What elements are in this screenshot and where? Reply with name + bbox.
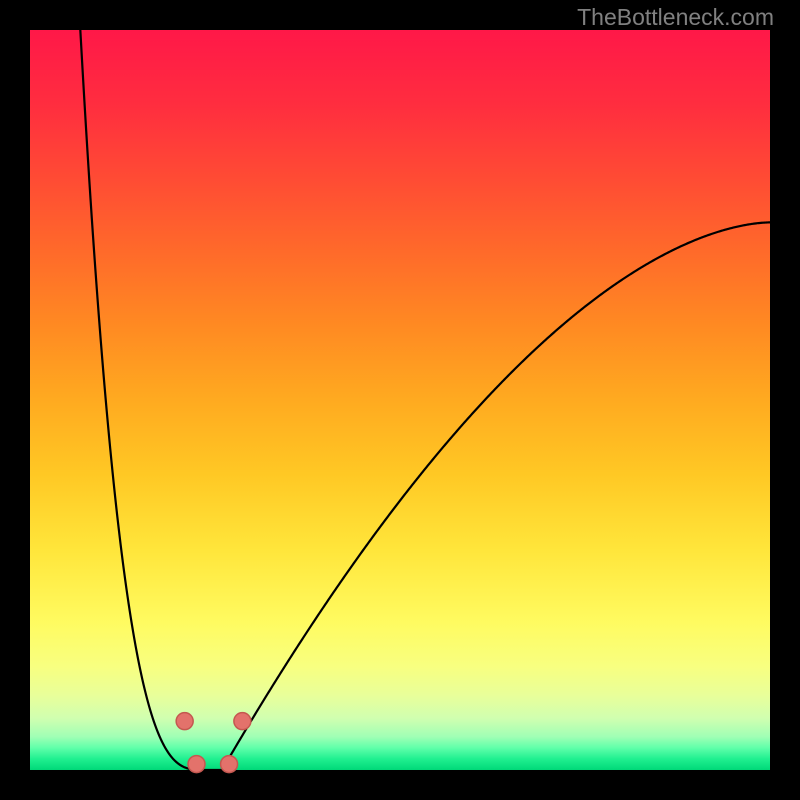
data-marker [221,756,238,773]
watermark-text: TheBottleneck.com [577,4,774,31]
data-marker [234,713,251,730]
gradient-background [30,30,770,770]
data-marker [176,713,193,730]
chart-canvas [0,0,800,800]
data-marker [188,756,205,773]
